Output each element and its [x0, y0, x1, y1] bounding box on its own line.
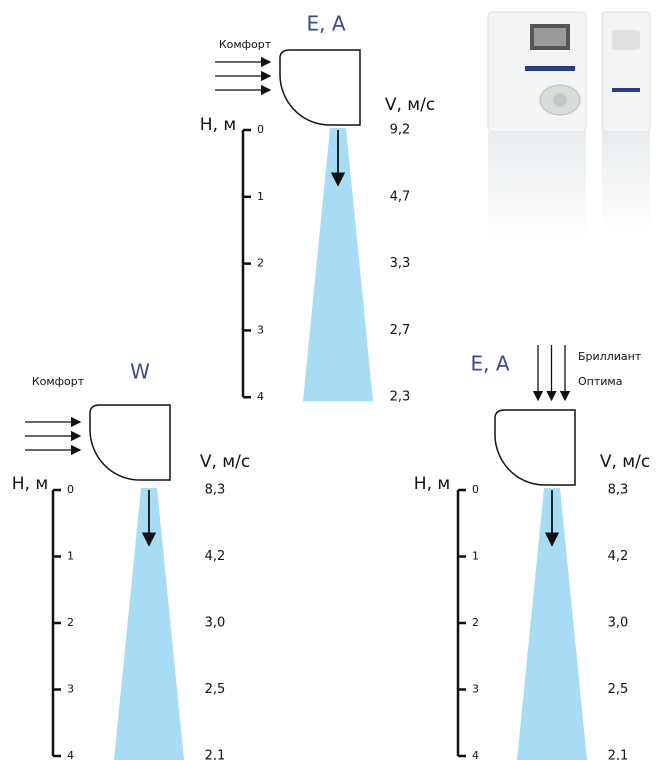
height-tick-label: 3 [257, 323, 264, 336]
height-tick-label: 1 [67, 550, 74, 563]
velocity-label: V, м/с [200, 452, 250, 472]
velocity-value: 2,3 [390, 390, 411, 405]
height-tick-label: 1 [472, 550, 479, 563]
air-jet [303, 128, 373, 402]
height-tick-label: 2 [472, 616, 479, 629]
intake-label: Комфорт [32, 375, 85, 388]
height-label: Н, м [414, 474, 450, 494]
height-tick-label: 0 [257, 123, 264, 136]
height-tick-label: 4 [472, 749, 479, 760]
unit-body [279, 49, 361, 126]
intake-label: Бриллиант [578, 350, 642, 363]
velocity-value: 3,0 [608, 616, 629, 631]
velocity-value: 3,3 [390, 256, 411, 271]
height-tick-label: 1 [257, 190, 264, 203]
height-tick-label: 3 [472, 683, 479, 696]
velocity-value: 3,0 [205, 616, 226, 631]
height-label: Н, м [200, 115, 236, 135]
height-tick-label: 4 [67, 749, 74, 760]
height-tick-label: 3 [67, 683, 74, 696]
unit-body [494, 409, 576, 486]
panel-title: E, A [470, 352, 509, 376]
height-tick-label: 0 [472, 483, 479, 496]
panel-title: W [130, 360, 150, 384]
height-tick-label: 4 [257, 390, 264, 403]
height-tick-label: 2 [257, 257, 264, 270]
velocity-value: 8,3 [608, 483, 629, 498]
velocity-value: 2,7 [390, 323, 411, 338]
velocity-value: 4,2 [608, 549, 629, 564]
height-tick-label: 2 [67, 616, 74, 629]
velocity-value: 2,1 [205, 749, 226, 760]
velocity-value: 2,5 [205, 682, 226, 697]
product-photo [487, 11, 651, 242]
air-jet [517, 488, 587, 760]
unit-body [89, 404, 171, 481]
velocity-value: 4,2 [205, 549, 226, 564]
height-label: Н, м [12, 474, 48, 494]
panel-title: E, A [306, 12, 345, 36]
height-tick-label: 0 [67, 483, 74, 496]
velocity-label: V, м/с [600, 452, 650, 472]
intake-label: Комфорт [219, 38, 272, 51]
velocity-label: V, м/с [385, 95, 435, 115]
air-jet [114, 488, 184, 760]
velocity-value: 9,2 [390, 123, 411, 138]
velocity-value: 4,7 [390, 189, 411, 204]
velocity-value: 8,3 [205, 483, 226, 498]
intake-label: Оптима [578, 375, 622, 388]
velocity-value: 2,1 [608, 749, 629, 760]
velocity-value: 2,5 [608, 682, 629, 697]
